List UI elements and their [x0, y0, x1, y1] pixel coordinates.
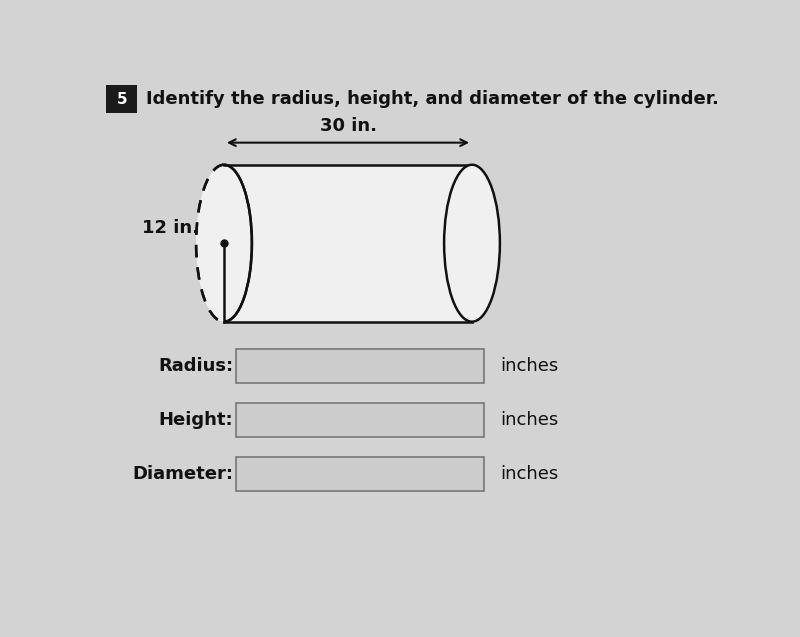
Text: inches: inches — [500, 357, 558, 375]
Text: inches: inches — [500, 465, 558, 483]
Text: Identify the radius, height, and diameter of the cylinder.: Identify the radius, height, and diamete… — [146, 90, 719, 108]
Text: 5: 5 — [116, 92, 127, 106]
Text: Radius:: Radius: — [158, 357, 234, 375]
Text: 30 in.: 30 in. — [319, 117, 377, 135]
FancyBboxPatch shape — [237, 457, 485, 491]
FancyBboxPatch shape — [106, 85, 138, 113]
Text: Diameter:: Diameter: — [132, 465, 234, 483]
FancyBboxPatch shape — [237, 348, 485, 383]
FancyBboxPatch shape — [237, 403, 485, 437]
Text: 12 in.: 12 in. — [142, 220, 199, 238]
Text: inches: inches — [500, 411, 558, 429]
Polygon shape — [224, 165, 472, 322]
Text: Height:: Height: — [158, 411, 234, 429]
Ellipse shape — [196, 165, 252, 322]
Ellipse shape — [444, 165, 500, 322]
